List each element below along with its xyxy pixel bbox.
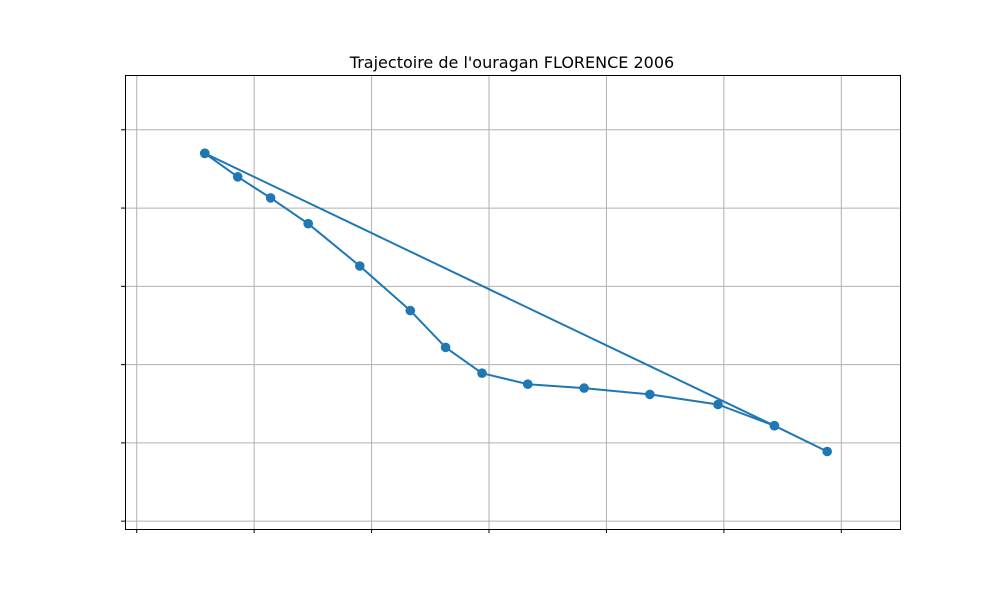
data-point (477, 368, 487, 379)
data-point (579, 383, 589, 393)
data-point (405, 305, 416, 316)
data-point (200, 148, 210, 159)
axes-frame (125, 75, 901, 530)
series-group (200, 148, 832, 457)
data-point (769, 420, 780, 431)
data-point (355, 261, 365, 271)
data-point (232, 172, 243, 182)
data-point (303, 218, 314, 229)
chart-title: Trajectoire de l'ouragan FLORENCE 2006 (349, 53, 674, 72)
data-point (713, 399, 723, 410)
track-line (204, 152, 829, 453)
grid (121, 75, 900, 533)
data-point (265, 193, 276, 203)
data-point (523, 379, 533, 390)
data-point (440, 342, 451, 353)
points-group (200, 148, 832, 457)
data-point (645, 389, 655, 400)
data-point (822, 446, 832, 457)
